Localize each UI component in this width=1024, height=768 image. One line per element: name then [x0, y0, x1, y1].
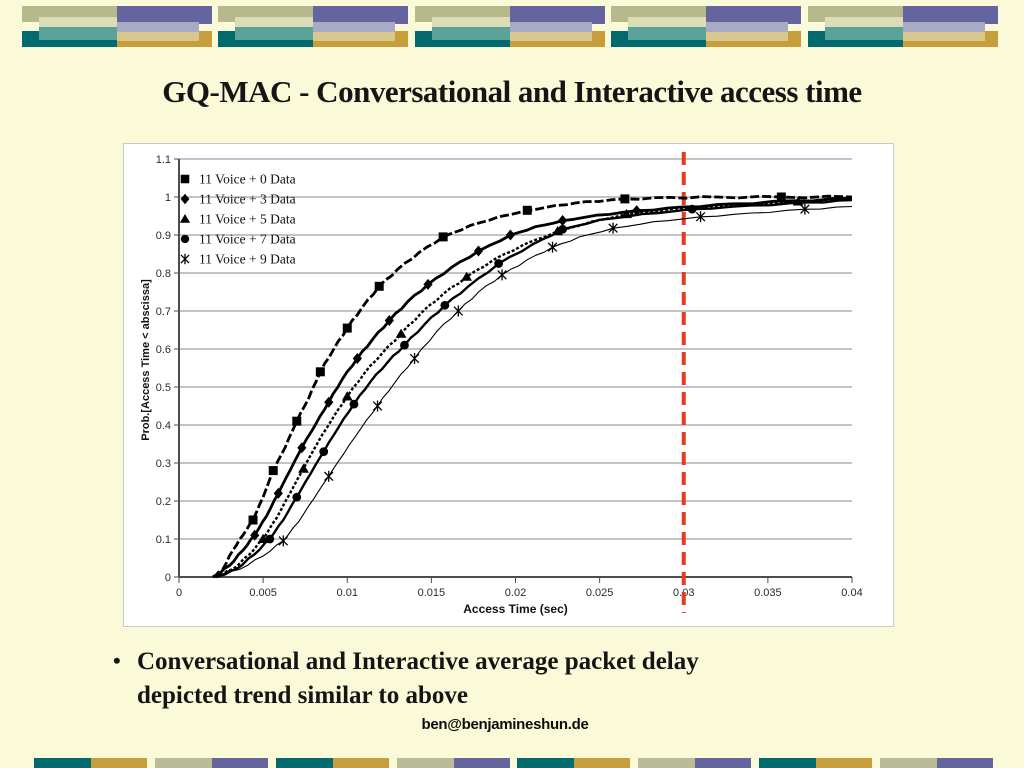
deco-bottom-cell	[517, 758, 574, 768]
deco-bottom-cell	[155, 758, 212, 768]
deco-bottom-cell	[453, 758, 510, 768]
deco-bottom-cell	[276, 758, 333, 768]
svg-text:11 Voice + 5 Data: 11 Voice + 5 Data	[199, 212, 296, 227]
svg-text:0.7: 0.7	[156, 306, 171, 318]
svg-text:1.1: 1.1	[156, 154, 171, 166]
deco-layer	[628, 27, 706, 41]
svg-text:11 Voice + 0 Data: 11 Voice + 0 Data	[199, 172, 296, 187]
svg-text:0: 0	[165, 572, 171, 584]
series-diamond	[213, 197, 853, 579]
svg-text:0.1: 0.1	[156, 534, 171, 546]
deco-layer	[903, 6, 998, 25]
chart-area: 0 0.1 0.2 0.3 0.4 0.5 0.6 0.7 0.8 0.9 1 1.1 0 0.005 0.…	[123, 143, 894, 627]
deco-layer	[313, 21, 395, 34]
svg-text:0.9: 0.9	[156, 230, 171, 242]
deco-bottom-cell	[759, 758, 816, 768]
bullet-line-2: depicted trend similar to above	[137, 682, 469, 709]
deco-layer	[903, 31, 985, 41]
deco-layer	[117, 6, 212, 25]
svg-text:0.2: 0.2	[156, 496, 171, 508]
deco-layer	[510, 31, 592, 41]
svg-text:11 Voice + 9 Data: 11 Voice + 9 Data	[199, 252, 296, 267]
deco-block	[22, 6, 212, 47]
series-circle	[215, 198, 853, 579]
svg-text:0.04: 0.04	[841, 587, 862, 599]
deco-block	[611, 6, 801, 47]
deco-layer	[510, 6, 605, 25]
deco-bottom-cell	[90, 758, 147, 768]
deco-block	[808, 6, 998, 47]
deco-bottom-cell	[332, 758, 389, 768]
deco-layer	[117, 31, 199, 41]
svg-text:0.4: 0.4	[156, 420, 171, 432]
deco-layer	[39, 27, 117, 41]
gridlines: 0 0.1 0.2 0.3 0.4 0.5 0.6 0.7 0.8 0.9 1 1.1 0 0.005 0.…	[156, 154, 863, 599]
bullet-line-1: Conversational and Interactive average p…	[137, 648, 699, 675]
svg-text:11 Voice + 3 Data: 11 Voice + 3 Data	[199, 192, 296, 207]
footer-email: ben@benjamineshun.de	[421, 716, 589, 733]
svg-text:0.035: 0.035	[754, 587, 782, 599]
deco-layer	[510, 21, 592, 34]
bullet-glyph: •	[113, 648, 121, 673]
deco-block	[415, 6, 605, 47]
deco-layer	[313, 31, 395, 41]
svg-text:0.5: 0.5	[156, 382, 171, 394]
deco-block	[218, 6, 408, 47]
deco-bottom-cell	[880, 758, 937, 768]
deco-layer	[903, 21, 985, 34]
deco-bottom-cell	[34, 758, 91, 768]
x-axis-title: Access Time (sec)	[463, 602, 568, 616]
deco-layer	[706, 21, 788, 34]
deco-layer	[825, 27, 903, 41]
cdf-chart-svg: 0 0.1 0.2 0.3 0.4 0.5 0.6 0.7 0.8 0.9 1 1.1 0 0.005 0.…	[140, 152, 863, 616]
series-square	[212, 192, 853, 579]
series-asterisk	[217, 203, 853, 578]
y-axis-title: Prob.[Access Time < abscissa]	[140, 279, 152, 441]
deco-layer	[117, 21, 199, 34]
svg-text:0.015: 0.015	[418, 587, 446, 599]
svg-text:0.01: 0.01	[337, 587, 358, 599]
legend: 11 Voice + 0 Data 11 Voice + 3 Data 11 Voi…	[179, 172, 296, 267]
deco-bottom-cell	[397, 758, 454, 768]
bullet-text-block: • Conversational and Interactive average …	[113, 644, 903, 713]
deco-bottom-cell	[815, 758, 872, 768]
svg-text:0.02: 0.02	[505, 587, 526, 599]
svg-text:11 Voice + 7 Data: 11 Voice + 7 Data	[199, 232, 296, 247]
svg-text:0.3: 0.3	[156, 458, 171, 470]
svg-text:0.005: 0.005	[249, 587, 277, 599]
deco-bottom-cell	[638, 758, 695, 768]
svg-text:1: 1	[165, 192, 171, 204]
deco-layer	[313, 6, 408, 25]
deco-layer	[432, 27, 510, 41]
svg-text:0: 0	[176, 587, 182, 599]
svg-text:0.8: 0.8	[156, 268, 171, 280]
deco-bottom-cell	[573, 758, 630, 768]
svg-text:0.6: 0.6	[156, 344, 171, 356]
deco-bottom-cell	[694, 758, 751, 768]
deco-layer	[706, 31, 788, 41]
deco-bottom-cell	[211, 758, 268, 768]
slide-title: GQ-MAC - Conversational and Interactive …	[162, 74, 862, 109]
deco-layer	[235, 27, 313, 41]
deco-layer	[706, 6, 801, 25]
svg-text:0.025: 0.025	[586, 587, 614, 599]
deco-bottom-cell	[936, 758, 993, 768]
bullet-line-1-row: • Conversational and Interactive average …	[113, 644, 903, 679]
